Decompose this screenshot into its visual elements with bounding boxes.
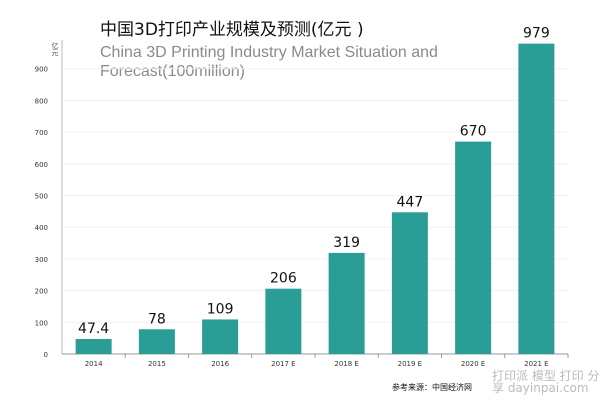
y-tick-label: 700	[35, 129, 48, 137]
bar	[518, 43, 555, 354]
x-tick-label: 2018 E	[334, 360, 358, 368]
y-tick-label: 900	[35, 66, 48, 74]
chart-title: 中国3D打印产业规模及预测(亿元 )	[100, 20, 364, 40]
y-tick-label: 400	[35, 224, 48, 232]
bar	[328, 252, 365, 354]
data-label: 206	[270, 271, 297, 287]
bar	[138, 329, 175, 354]
x-tick-label: 2019 E	[398, 360, 422, 368]
y-tick-label: 500	[35, 193, 48, 201]
bar	[202, 319, 239, 354]
bar	[391, 212, 428, 354]
data-label: 319	[333, 235, 360, 251]
y-tick-label: 300	[35, 256, 48, 264]
source-note: 参考来源：中国经济网	[392, 383, 472, 392]
data-label: 78	[148, 311, 166, 327]
y-tick-label: 0	[44, 351, 48, 359]
data-label: 979	[523, 26, 550, 42]
watermark: 打印派 模型 打印 分享 dayinpai.com	[492, 369, 600, 395]
bar	[75, 338, 112, 354]
x-tick-label: 2020 E	[461, 360, 485, 368]
data-label: 670	[460, 124, 487, 140]
y-tick-label: 600	[35, 161, 48, 169]
y-tick-label: 100	[35, 319, 48, 327]
y-axis-unit: 亿元	[51, 42, 59, 56]
x-tick-label: 2016	[211, 360, 229, 368]
x-tick-label: 2017 E	[271, 360, 295, 368]
y-tick-label: 800	[35, 97, 48, 105]
chart-subtitle: China 3D Printing Industry Market Situat…	[100, 44, 438, 80]
data-label: 447	[397, 194, 424, 210]
x-tick-label: 2014	[85, 360, 103, 368]
data-label: 47.4	[78, 321, 109, 337]
bar	[265, 288, 302, 354]
bar	[455, 141, 492, 354]
x-tick-label: 2021 E	[524, 360, 548, 368]
data-label: 109	[207, 301, 234, 317]
y-tick-label: 200	[35, 288, 48, 296]
x-tick-label: 2015	[148, 360, 166, 368]
